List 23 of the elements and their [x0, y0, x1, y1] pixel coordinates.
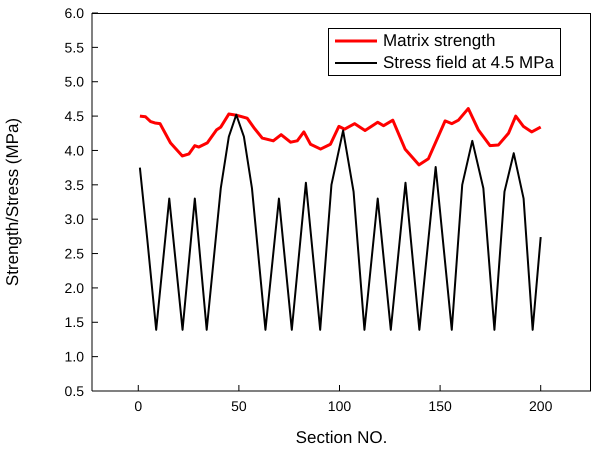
y-tick-label: 2.0 [64, 280, 84, 296]
legend-label: Stress field at 4.5 MPa [382, 52, 554, 74]
y-tick-label: 5.5 [64, 39, 84, 56]
y-tick-label: 2.5 [64, 246, 84, 262]
line-series [138, 114, 542, 331]
y-tick-label: 4.0 [64, 142, 84, 158]
x-tick-label: 200 [529, 398, 553, 414]
x-tick-label: 0 [134, 398, 142, 414]
y-tick-label: 6.0 [64, 4, 84, 21]
x-tick-label: 50 [231, 398, 247, 414]
x-tick-label: 100 [328, 398, 352, 414]
x-tick-label: 150 [428, 398, 452, 414]
y-tick-label: 1.5 [64, 314, 84, 330]
legend-label: Matrix strength [382, 30, 496, 52]
y-axis-title: Strength/Stress (MPa) [3, 118, 22, 286]
y-tick-label: 5.0 [64, 74, 84, 90]
line-series [138, 107, 542, 166]
y-tick-label: 3.0 [64, 211, 84, 228]
y-tick-label: 0.5 [64, 382, 84, 399]
y-tick-label: 3.5 [64, 176, 84, 193]
y-tick-label: 4.5 [64, 108, 84, 124]
y-tick-label: 1.0 [64, 348, 84, 365]
x-axis-title: Section NO. [296, 428, 388, 447]
